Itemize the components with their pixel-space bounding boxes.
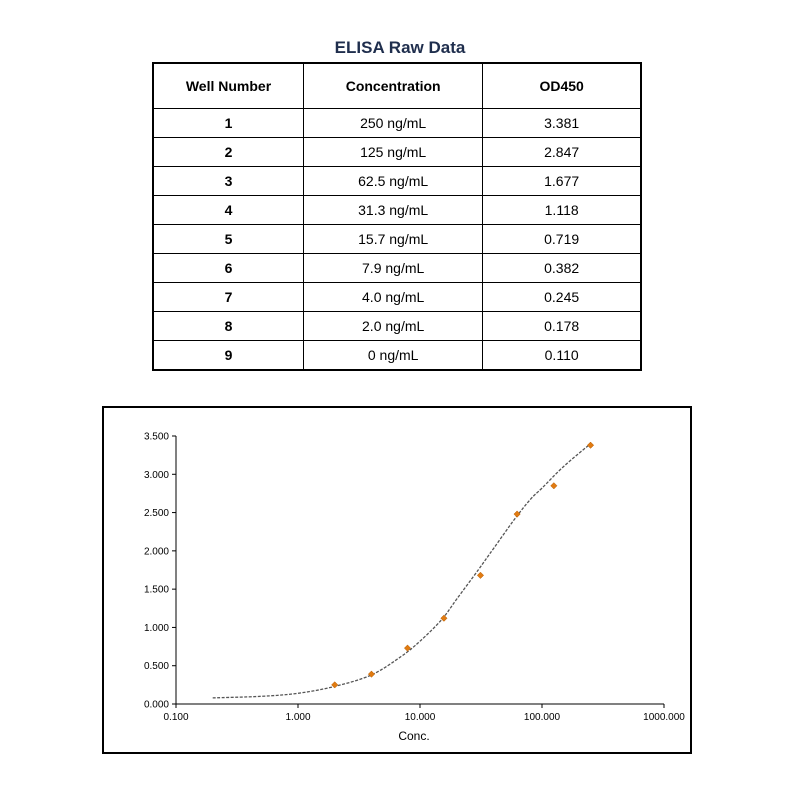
x-axis-title: Conc.	[398, 729, 429, 743]
x-tick-label: 1.000	[285, 712, 310, 723]
concentration-cell: 31.3 ng/mL	[303, 195, 484, 225]
y-tick-label: 1.000	[144, 623, 169, 634]
x-tick-label: 10.000	[405, 712, 436, 723]
fit-curve-line	[212, 443, 591, 699]
od450-cell: 3.381	[482, 108, 642, 138]
well-number-cell: 7	[152, 282, 305, 312]
table-row: 1 250 ng/mL 3.381	[152, 108, 642, 138]
table-row: 3 62.5 ng/mL 1.677	[152, 166, 642, 196]
y-tick-label: 0.000	[144, 700, 169, 711]
table-header-row: Well Number Concentration OD450	[152, 62, 642, 109]
data-point	[331, 681, 339, 689]
data-point	[550, 482, 558, 490]
data-point	[367, 670, 376, 678]
table-row: 9 0 ng/mL 0.110	[152, 340, 642, 371]
table-row: 2 125 ng/mL 2.847	[152, 137, 642, 167]
well-number-cell: 9	[152, 340, 305, 371]
od450-cell: 0.245	[482, 282, 642, 312]
well-number-cell: 6	[152, 253, 305, 283]
standard-curve-chart: 0.000 0.500 1.000 1.500 2.000 2.500 3.000 3.500…	[144, 432, 685, 744]
table-row: 6 7.9 ng/mL 0.382	[152, 253, 642, 283]
y-tick-label: 0.500	[144, 661, 169, 672]
concentration-cell: 0 ng/mL	[303, 340, 484, 371]
concentration-cell: 7.9 ng/mL	[303, 253, 484, 283]
y-tick-label: 2.500	[144, 508, 169, 519]
table-row: 7 4.0 ng/mL 0.245	[152, 282, 642, 312]
well-number-cell: 5	[152, 224, 305, 254]
standard-curve-chart-frame: 0.000 0.500 1.000 1.500 2.000 2.500 3.000 3.500…	[102, 406, 692, 754]
elisa-data-table: Well Number Concentration OD450 1 250 ng…	[152, 62, 642, 371]
concentration-cell: 125 ng/mL	[303, 137, 484, 167]
data-point	[403, 644, 412, 652]
data-point	[586, 441, 595, 449]
concentration-cell: 4.0 ng/mL	[303, 282, 484, 312]
od450-cell: 1.677	[482, 166, 642, 196]
concentration-cell: 15.7 ng/mL	[303, 224, 484, 254]
table-row: 4 31.3 ng/mL 1.118	[152, 195, 642, 225]
x-tick-label: 1000.000	[643, 712, 685, 723]
y-tick-label: 2.000	[144, 546, 169, 557]
data-point	[440, 614, 448, 622]
well-number-cell: 1	[152, 108, 305, 138]
od450-cell: 1.118	[482, 195, 642, 225]
od450-cell: 0.382	[482, 253, 642, 283]
table-row: 5 15.7 ng/mL 0.719	[152, 224, 642, 254]
x-tick-label: 100.000	[524, 712, 561, 723]
od450-cell: 2.847	[482, 137, 642, 167]
y-tick-label: 1.500	[144, 585, 169, 596]
table-row: 8 2.0 ng/mL 0.178	[152, 311, 642, 341]
well-number-cell: 4	[152, 195, 305, 225]
well-number-cell: 8	[152, 311, 305, 341]
y-tick-label: 3.000	[144, 470, 169, 481]
data-point	[476, 571, 485, 579]
concentration-cell: 62.5 ng/mL	[303, 166, 484, 196]
od450-cell: 0.110	[482, 340, 642, 371]
concentration-cell: 2.0 ng/mL	[303, 311, 484, 341]
header-well-number: Well Number	[152, 62, 305, 109]
header-od450: OD450	[482, 62, 642, 109]
concentration-cell: 250 ng/mL	[303, 108, 484, 138]
header-concentration: Concentration	[303, 62, 484, 109]
od450-cell: 0.719	[482, 224, 642, 254]
table-title: ELISA Raw Data	[334, 38, 466, 57]
well-number-cell: 3	[152, 166, 305, 196]
well-number-cell: 2	[152, 137, 305, 167]
data-point	[513, 510, 521, 518]
y-tick-label: 3.500	[144, 432, 169, 443]
od450-cell: 0.178	[482, 311, 642, 341]
x-tick-label: 0.100	[163, 712, 188, 723]
